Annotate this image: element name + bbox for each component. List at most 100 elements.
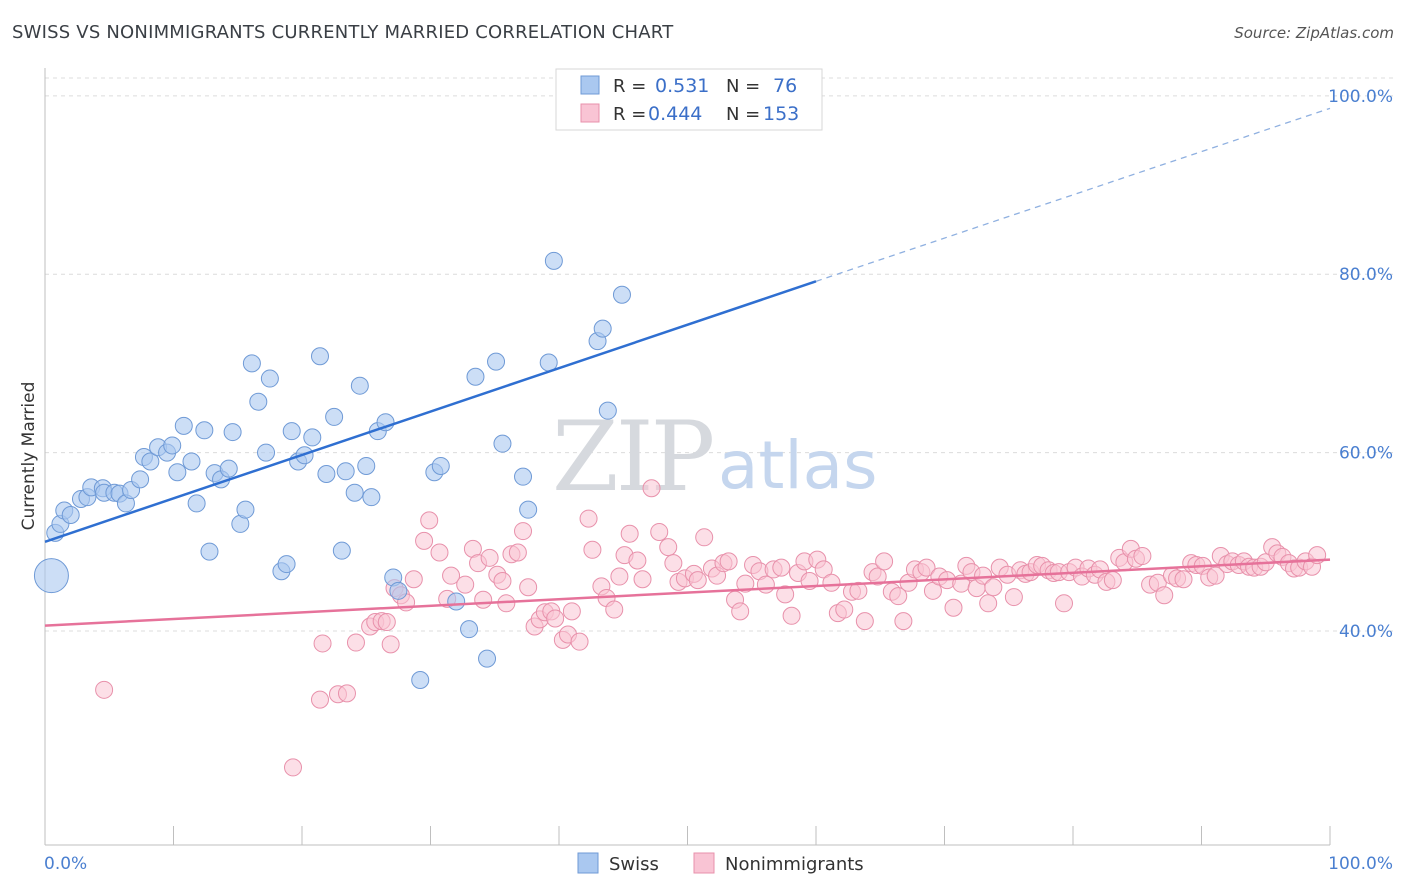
watermark: ZIP atlas [552, 401, 878, 513]
nonimmigrants-point [855, 612, 874, 631]
nonimmigrants-point [480, 548, 499, 567]
nonimmigrants-n-label: N = [726, 104, 760, 125]
swiss-point [487, 352, 506, 371]
series-legend: Swiss Nonimmigrants [577, 852, 864, 875]
swiss-r-label: R = [613, 76, 646, 97]
swiss-point [357, 456, 376, 475]
nonimmigrants-point [519, 578, 538, 597]
nonimmigrants-point [894, 612, 913, 631]
nonimmigrants-series-label: Nonimmigrants [725, 854, 864, 875]
nonimmigrants-point [772, 558, 791, 577]
nonimmigrants-point [493, 572, 512, 591]
nonimmigrants-point [719, 552, 738, 571]
nonimmigrants-r-value: 0.444 [648, 103, 702, 125]
nonimmigrants-point [849, 581, 868, 600]
swiss-point [236, 500, 255, 519]
nonimmigrants-point [610, 567, 629, 586]
swiss-series-label: Swiss [609, 854, 659, 875]
nonimmigrants-point [346, 633, 365, 652]
swiss-trend-extension [815, 107, 1331, 282]
x-tick-labels: 0.0% 100.0% [44, 854, 1393, 874]
nonimmigrants-point [731, 602, 750, 621]
swiss-r-value: 0.531 [655, 75, 709, 97]
nonimmigrants-point [695, 528, 714, 547]
stats-legend: R = 0.531 N = 76 R = 0.444 N = 153 [555, 68, 823, 131]
swiss-point [544, 251, 563, 270]
swiss-point [362, 488, 381, 507]
nonimmigrants-point [1174, 570, 1193, 589]
swiss-point [257, 443, 276, 462]
swiss-n-label: N = [726, 76, 760, 97]
nonimmigrants-point [633, 570, 652, 589]
nonimmigrants-point [430, 543, 449, 562]
nonimmigrants-point [313, 634, 332, 653]
nonimmigrants-point [875, 552, 894, 571]
nonimmigrants-point [310, 690, 329, 709]
nonimmigrants-point [570, 632, 589, 651]
nonimmigrants-point [868, 567, 887, 586]
nonimmigrants-point [782, 606, 801, 625]
nonimmigrants-point [628, 551, 647, 570]
trend-lines [44, 107, 1331, 627]
swiss-point [131, 470, 150, 489]
swiss-point [187, 494, 206, 513]
swiss-point [612, 285, 631, 304]
nonimmigrants-point [974, 566, 993, 585]
swiss-n-value: 76 [773, 75, 797, 97]
nonimmigrants-point [579, 509, 598, 528]
watermark-atlas: atlas [718, 427, 878, 504]
swiss-point [345, 483, 364, 502]
swiss-point [163, 436, 182, 455]
nonimmigrants-point [337, 684, 356, 703]
nonimmigrants-point [650, 522, 669, 541]
swiss-point [182, 452, 201, 471]
nonimmigrants-point [984, 578, 1003, 597]
swiss-point [593, 319, 612, 338]
y-tick-label: 60.0% [1339, 444, 1393, 464]
swiss-point [303, 428, 322, 447]
nonimmigrants-point [404, 570, 423, 589]
swiss-point [519, 500, 538, 519]
nonimmigrants-point [508, 543, 527, 562]
swiss-point [598, 401, 617, 420]
swiss-point [478, 649, 497, 668]
nonimmigrants-point [284, 758, 303, 777]
swiss-point [317, 464, 336, 483]
swiss-point [61, 506, 80, 525]
swiss-point [249, 392, 268, 411]
y-tick-labels: 40.0% 60.0% 80.0% 100.0% [1328, 87, 1393, 642]
swiss-point [174, 416, 193, 435]
swiss-point [447, 592, 466, 611]
swiss-legend-swatch [580, 75, 600, 95]
swiss-point [195, 421, 214, 440]
swiss-point [242, 354, 261, 373]
nonimmigrants-point [979, 594, 998, 613]
nonimmigrants-point [664, 554, 683, 573]
nonimmigrants-point [736, 574, 755, 593]
x-tick-label: 0.0% [44, 854, 87, 874]
swiss-point [310, 347, 329, 366]
watermark-zip: ZIP [552, 401, 713, 513]
nonimmigrants-point [1004, 588, 1023, 607]
swiss-point [33, 558, 69, 594]
nonimmigrants-point [688, 571, 707, 590]
swiss-point [168, 463, 187, 482]
chart-title: SWISS VS NONIMMIGRANTS CURRENTLY MARRIED… [12, 22, 674, 43]
swiss-point [260, 369, 279, 388]
source-credit: Source: ZipAtlas.com [1234, 24, 1394, 42]
nonimmigrants-point [583, 540, 602, 559]
nonimmigrants-point [415, 531, 434, 550]
swiss-point [460, 620, 479, 639]
nonimmigrants-point [917, 558, 936, 577]
nonimmigrants-point [1155, 586, 1174, 605]
swiss-series-swatch [577, 852, 599, 874]
nonimmigrants-point [659, 538, 678, 557]
nonimmigrants-point [562, 602, 581, 621]
nonimmigrants-point [642, 479, 661, 498]
swiss-point [141, 452, 160, 471]
swiss-point [431, 456, 450, 475]
swiss-point [493, 434, 512, 453]
swiss-trend-line [44, 280, 817, 543]
nonimmigrants-point [605, 600, 624, 619]
nonimmigrants-point [381, 635, 400, 654]
